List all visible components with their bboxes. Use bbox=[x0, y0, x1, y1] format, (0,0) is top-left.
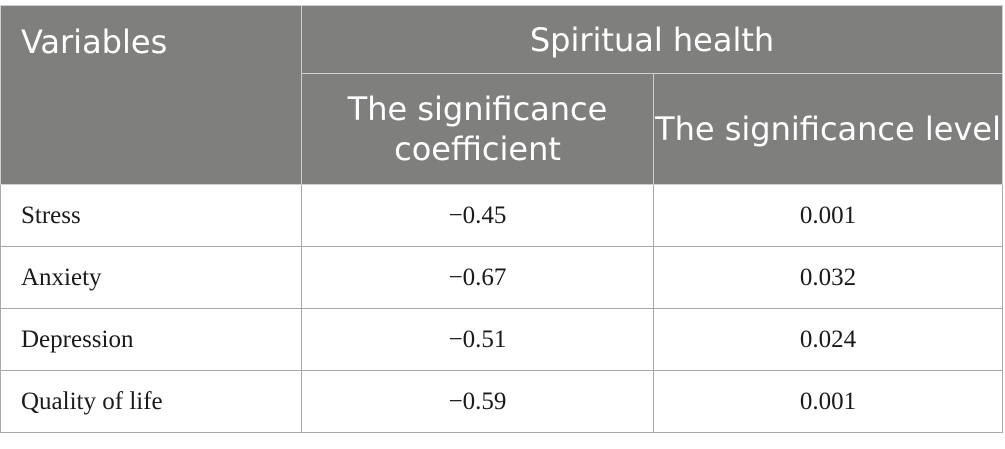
table-header: Variables Spiritual health The significa… bbox=[0, 5, 1004, 185]
table-row: Depression −0.51 0.024 bbox=[0, 308, 1004, 371]
level-cell: 0.001 bbox=[652, 184, 1004, 247]
variable-cell: Anxiety bbox=[0, 246, 302, 309]
coefficient-cell: −0.67 bbox=[301, 246, 654, 309]
level-cell: 0.024 bbox=[652, 308, 1004, 371]
table-row: Quality of life −0.59 0.001 bbox=[0, 370, 1004, 433]
level-cell: 0.032 bbox=[652, 246, 1004, 309]
coefficient-cell: −0.51 bbox=[301, 308, 654, 371]
table-row: Anxiety −0.67 0.032 bbox=[0, 246, 1004, 309]
variable-cell: Stress bbox=[0, 184, 302, 247]
spiritual-health-header: Spiritual health bbox=[300, 5, 1004, 74]
header-row-sub: The significance coefficient The signifi… bbox=[1, 73, 1004, 185]
level-header: The significance level bbox=[652, 73, 1004, 185]
correlation-table: Variables Spiritual health The significa… bbox=[0, 5, 1004, 433]
coefficient-cell: −0.59 bbox=[301, 370, 654, 433]
variables-header: Variables bbox=[0, 5, 302, 185]
table-row: Stress −0.45 0.001 bbox=[0, 184, 1004, 247]
variable-cell: Quality of life bbox=[0, 370, 302, 433]
coefficient-cell: −0.45 bbox=[301, 184, 654, 247]
header-row-top: Variables Spiritual health bbox=[0, 5, 1004, 185]
variable-cell: Depression bbox=[0, 308, 302, 371]
level-cell: 0.001 bbox=[652, 370, 1004, 433]
coefficient-header: The significance coefficient bbox=[301, 73, 654, 185]
table-body: Stress −0.45 0.001 Anxiety −0.67 0.032 D… bbox=[0, 184, 1004, 433]
